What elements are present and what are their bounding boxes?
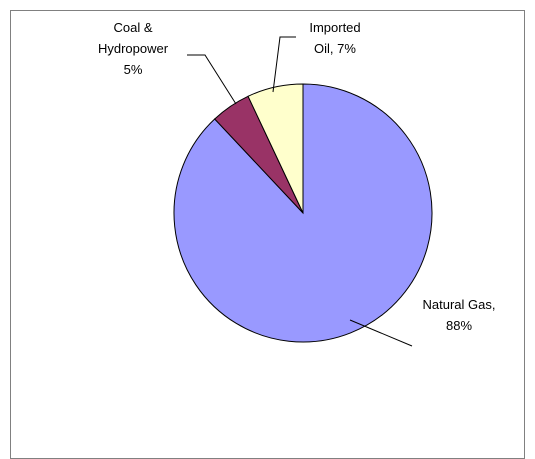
slice-label: Natural Gas, 88% <box>413 294 505 336</box>
pie-slice <box>247 83 304 214</box>
leader-line <box>187 54 237 105</box>
value-label: 5% <box>123 62 143 77</box>
value-label: 7% <box>337 41 356 56</box>
leader-line <box>272 36 296 93</box>
leader-line <box>349 319 413 347</box>
category-label: Natural Gas, <box>422 297 496 312</box>
category-label: Coal & Hydropower <box>97 20 169 56</box>
slice-label: Imported Oil, 7% <box>300 17 370 59</box>
pie <box>173 83 433 343</box>
slice-label: Coal & Hydropower 5% <box>88 17 178 80</box>
value-label: 88% <box>445 318 473 333</box>
category-label: Imported Oil, <box>309 20 361 56</box>
